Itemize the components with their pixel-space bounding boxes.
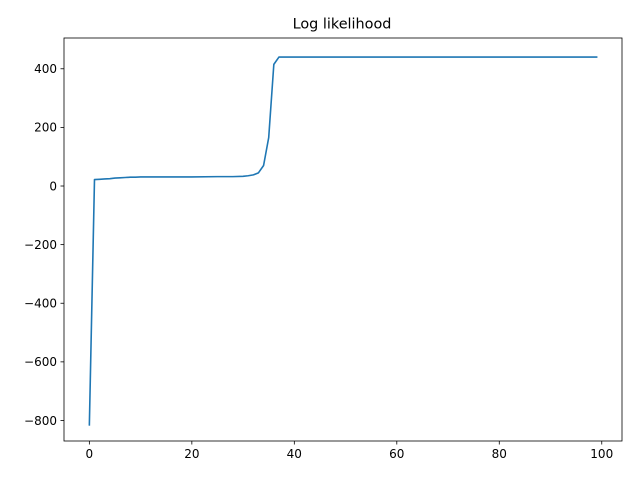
y-tick-label: 400	[34, 62, 57, 76]
x-tick-label: 0	[86, 447, 94, 461]
chart-title: Log likelihood	[293, 17, 392, 33]
x-tick-label: 20	[184, 447, 199, 461]
y-tick-label: −400	[24, 297, 57, 311]
x-tick-label: 40	[287, 447, 302, 461]
y-tick-label: −800	[24, 414, 57, 428]
y-tick-label: 200	[34, 121, 57, 135]
plot-frame	[63, 37, 623, 442]
y-tick-label: −600	[24, 355, 57, 369]
series-line	[88, 56, 598, 426]
x-tick-label: 60	[389, 447, 404, 461]
x-tick-label: 100	[590, 447, 613, 461]
y-tick-label: 0	[49, 179, 57, 193]
y-tick-label: −200	[24, 238, 57, 252]
x-tick-label: 80	[492, 447, 507, 461]
